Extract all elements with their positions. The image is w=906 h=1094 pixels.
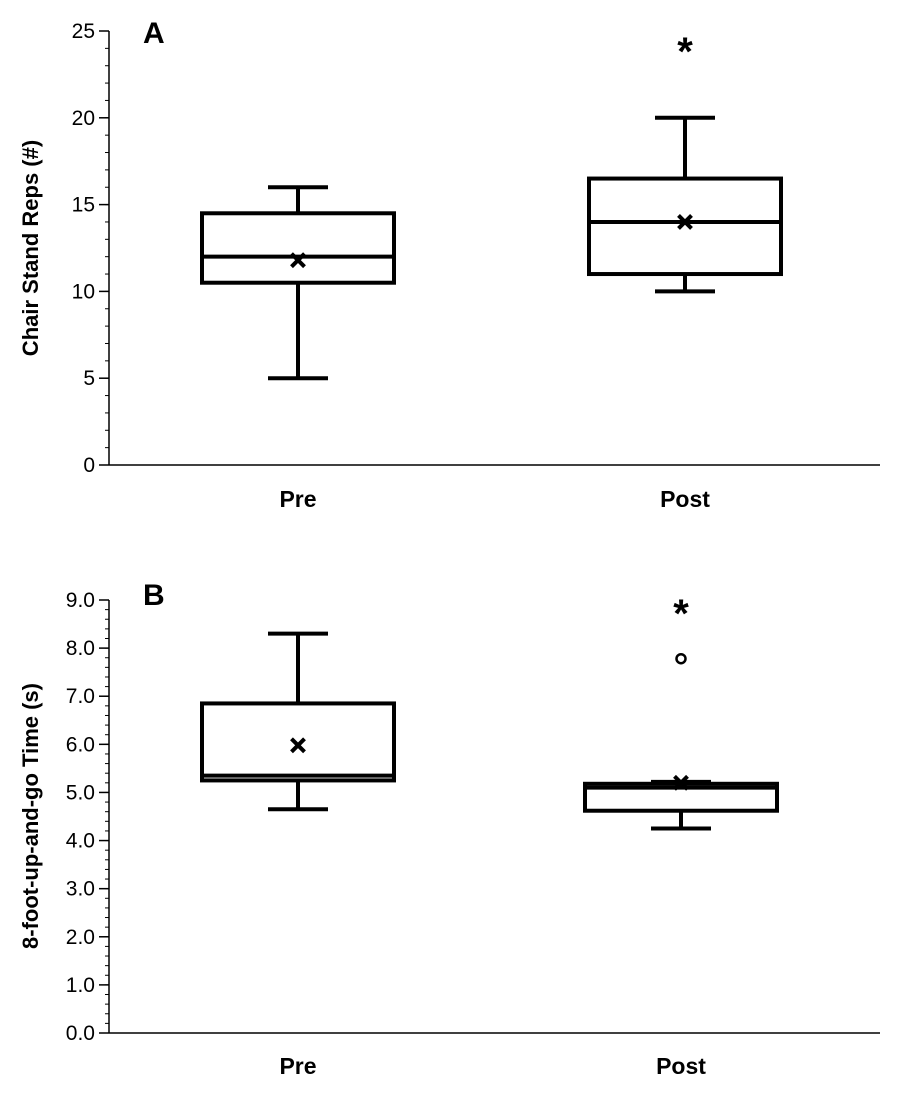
panel-a-y-tick-label: 10 [72,280,95,303]
panel-a-y-tick-label: 5 [83,367,95,390]
panel-a-significance-marker: * [677,30,693,74]
panel-b-y-tick-label: 7.0 [66,685,95,708]
panel-b-significance-marker: * [673,592,689,636]
panel-a-category-label-pre: Pre [279,486,316,512]
panel-a-y-tick-label: 20 [72,107,95,130]
panel-b-y-tick-label: 3.0 [66,878,95,901]
panel-b-y-tick-label: 5.0 [66,781,95,804]
panel-b-y-tick-label: 1.0 [66,974,95,997]
panel-b-y-tick-label: 6.0 [66,733,95,756]
panel-b-category-label-post: Post [656,1053,706,1079]
panel-b-y-tick-label: 0.0 [66,1022,95,1045]
panel-b-y-axis-label: 8-foot-up-and-go Time (s) [18,683,43,949]
panel-b-y-tick-label: 9.0 [66,589,95,612]
panel-a-y-tick-label: 25 [72,20,95,43]
panel-b-post-outlier [675,652,687,665]
panel-a-pre-box [200,211,396,285]
panel-b-pre-box [200,701,396,783]
panel-b-y-tick-label: 8.0 [66,637,95,660]
panel-a-post-box [587,176,783,277]
panel-b-pre-mean-marker [290,737,306,754]
panel-a-post-mean-marker [677,214,693,230]
panel-b-letter: B [143,579,165,612]
panel-a-category-label-post: Post [660,486,710,512]
panel-a-y-axis-label: Chair Stand Reps (#) [18,140,43,356]
panel-a-letter: A [143,17,165,50]
panel-b-category-label-pre: Pre [279,1053,316,1079]
panel-b-post-mean-marker [673,774,689,791]
panel-b-y-tick-label: 2.0 [66,926,95,949]
panel-a-y-tick-label: 0 [83,454,95,477]
panel-a-y-tick-label: 15 [72,194,95,217]
panel-b-y-tick-label: 4.0 [66,830,95,853]
panel-a-pre-mean-marker [290,252,306,269]
